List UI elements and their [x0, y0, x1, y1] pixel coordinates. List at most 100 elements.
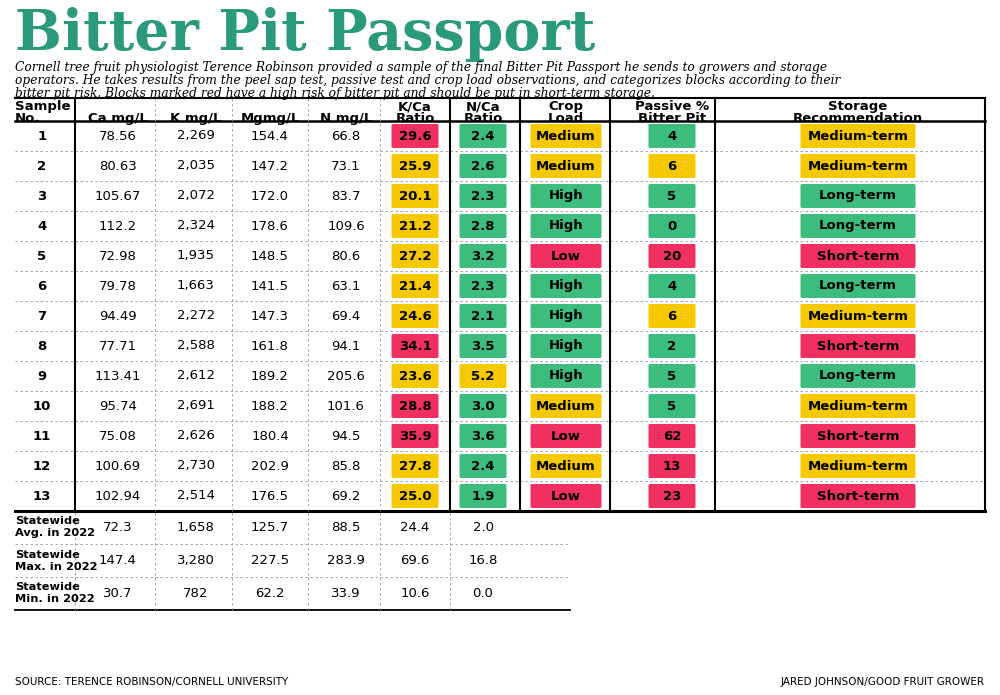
FancyBboxPatch shape [530, 124, 602, 148]
Text: 5: 5 [667, 370, 677, 382]
Text: 2,612: 2,612 [177, 370, 215, 382]
FancyBboxPatch shape [392, 334, 438, 358]
FancyBboxPatch shape [648, 334, 696, 358]
FancyBboxPatch shape [460, 244, 507, 268]
Text: Bitter Pit Passport: Bitter Pit Passport [15, 7, 595, 62]
Text: 112.2: 112.2 [99, 220, 137, 233]
Text: Medium: Medium [536, 400, 596, 413]
Text: 13: 13 [663, 459, 681, 473]
Text: 202.9: 202.9 [251, 459, 289, 473]
Text: 161.8: 161.8 [251, 339, 289, 352]
Text: 69.4: 69.4 [331, 309, 361, 322]
Text: 2.6: 2.6 [471, 159, 495, 172]
Text: 95.74: 95.74 [99, 400, 137, 413]
Text: 83.7: 83.7 [331, 190, 361, 202]
Text: 11: 11 [33, 430, 51, 443]
Text: 2,730: 2,730 [177, 459, 215, 473]
FancyBboxPatch shape [648, 154, 696, 178]
FancyBboxPatch shape [460, 274, 507, 298]
Text: 79.78: 79.78 [99, 279, 137, 293]
Text: SOURCE: TERENCE ROBINSON/CORNELL UNIVERSITY: SOURCE: TERENCE ROBINSON/CORNELL UNIVERS… [15, 677, 288, 687]
Text: 0.0: 0.0 [473, 587, 493, 600]
Text: Ratio: Ratio [463, 112, 503, 125]
Text: Ratio: Ratio [395, 112, 435, 125]
FancyBboxPatch shape [392, 454, 438, 478]
FancyBboxPatch shape [800, 154, 916, 178]
Text: High: High [549, 370, 583, 382]
FancyBboxPatch shape [800, 484, 916, 508]
FancyBboxPatch shape [392, 274, 438, 298]
Text: bitter pit risk. Blocks marked red have a high risk of bitter pit and should be : bitter pit risk. Blocks marked red have … [15, 87, 655, 100]
Text: Medium-term: Medium-term [808, 159, 908, 172]
Text: 10.6: 10.6 [400, 587, 430, 600]
Text: Statewide: Statewide [15, 582, 80, 593]
Text: 2,514: 2,514 [177, 489, 215, 502]
Text: 3: 3 [37, 190, 47, 202]
Text: Medium-term: Medium-term [808, 129, 908, 142]
FancyBboxPatch shape [460, 424, 507, 448]
Text: 94.49: 94.49 [99, 309, 137, 322]
Text: Min. in 2022: Min. in 2022 [15, 594, 95, 605]
Text: 113.41: 113.41 [95, 370, 141, 382]
Text: 205.6: 205.6 [327, 370, 365, 382]
FancyBboxPatch shape [530, 304, 602, 328]
Text: 782: 782 [183, 587, 209, 600]
Text: 2,269: 2,269 [177, 129, 215, 142]
Text: High: High [549, 220, 583, 233]
Text: 147.4: 147.4 [99, 554, 137, 567]
Text: 2.3: 2.3 [471, 279, 495, 293]
Text: 8: 8 [37, 339, 47, 352]
Text: 3.0: 3.0 [471, 400, 495, 413]
Text: 28.8: 28.8 [399, 400, 431, 413]
FancyBboxPatch shape [392, 244, 438, 268]
Text: 7: 7 [37, 309, 47, 322]
Text: 62.2: 62.2 [255, 587, 285, 600]
Text: 88.5: 88.5 [331, 521, 361, 534]
Text: 1,658: 1,658 [177, 521, 215, 534]
Text: 6: 6 [37, 279, 47, 293]
Text: 12: 12 [33, 459, 51, 473]
Text: 16.8: 16.8 [468, 554, 498, 567]
Text: Medium: Medium [536, 159, 596, 172]
FancyBboxPatch shape [392, 154, 438, 178]
Text: 69.6: 69.6 [400, 554, 430, 567]
Text: 21.2: 21.2 [399, 220, 431, 233]
Text: 5: 5 [667, 400, 677, 413]
Text: 2: 2 [667, 339, 677, 352]
Text: Load: Load [548, 112, 584, 125]
Text: 2.1: 2.1 [471, 309, 495, 322]
Text: 24.4: 24.4 [400, 521, 430, 534]
FancyBboxPatch shape [460, 154, 507, 178]
Text: Storage: Storage [828, 100, 888, 113]
Text: Long-term: Long-term [819, 279, 897, 293]
Text: Cornell tree fruit physiologist Terence Robinson provided a sample of the final : Cornell tree fruit physiologist Terence … [15, 61, 827, 74]
Text: Ca mg/L: Ca mg/L [88, 112, 148, 125]
Text: 2: 2 [37, 159, 47, 172]
FancyBboxPatch shape [648, 394, 696, 418]
Text: N/Ca: N/Ca [466, 100, 500, 113]
FancyBboxPatch shape [800, 184, 916, 208]
Text: Medium: Medium [536, 129, 596, 142]
Text: Crop: Crop [548, 100, 584, 113]
Text: 75.08: 75.08 [99, 430, 137, 443]
Text: 21.4: 21.4 [399, 279, 431, 293]
Text: 4: 4 [667, 129, 677, 142]
Text: 2,272: 2,272 [177, 309, 215, 322]
Text: N mg/L: N mg/L [320, 112, 372, 125]
FancyBboxPatch shape [530, 334, 602, 358]
FancyBboxPatch shape [648, 424, 696, 448]
Text: 188.2: 188.2 [251, 400, 289, 413]
Text: 5: 5 [37, 250, 47, 263]
Text: Low: Low [551, 489, 581, 502]
Text: 1,663: 1,663 [177, 279, 215, 293]
Text: 25.0: 25.0 [399, 489, 431, 502]
FancyBboxPatch shape [460, 394, 507, 418]
Text: K mg/L: K mg/L [170, 112, 222, 125]
Text: 2,588: 2,588 [177, 339, 215, 352]
Text: Passive %: Passive % [635, 100, 709, 113]
Text: 3.6: 3.6 [471, 430, 495, 443]
FancyBboxPatch shape [530, 244, 602, 268]
FancyBboxPatch shape [648, 454, 696, 478]
FancyBboxPatch shape [530, 154, 602, 178]
Text: 80.6: 80.6 [331, 250, 361, 263]
